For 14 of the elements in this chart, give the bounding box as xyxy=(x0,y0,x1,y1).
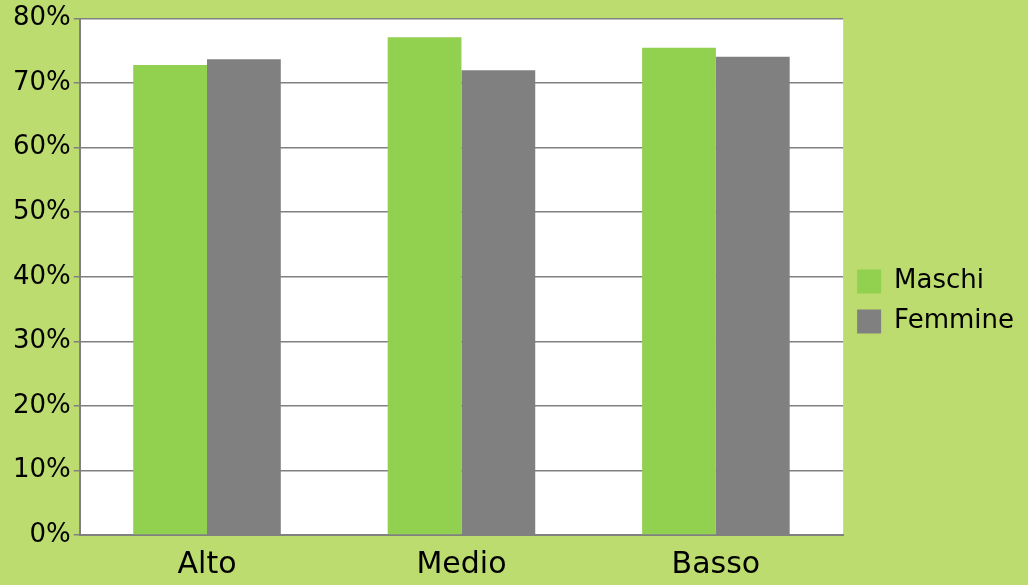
y-tick-label: 10% xyxy=(12,453,71,484)
y-tick-label: 80% xyxy=(12,1,71,32)
y-tick-label: 30% xyxy=(12,324,71,355)
legend-label: Maschi xyxy=(894,264,985,295)
y-tick-label: 50% xyxy=(12,195,71,225)
x-tick-label: Basso xyxy=(671,544,761,580)
x-tick-label: Medio xyxy=(416,544,507,580)
y-tick-label: 60% xyxy=(12,130,71,161)
x-tick-label: Alto xyxy=(177,544,237,580)
y-tick-label: 40% xyxy=(12,259,71,290)
y-tick-label: 20% xyxy=(12,388,71,419)
legend-label: Femmine xyxy=(894,304,1015,335)
y-tick-label: 70% xyxy=(12,65,71,96)
y-tick-label: 0% xyxy=(29,517,71,548)
